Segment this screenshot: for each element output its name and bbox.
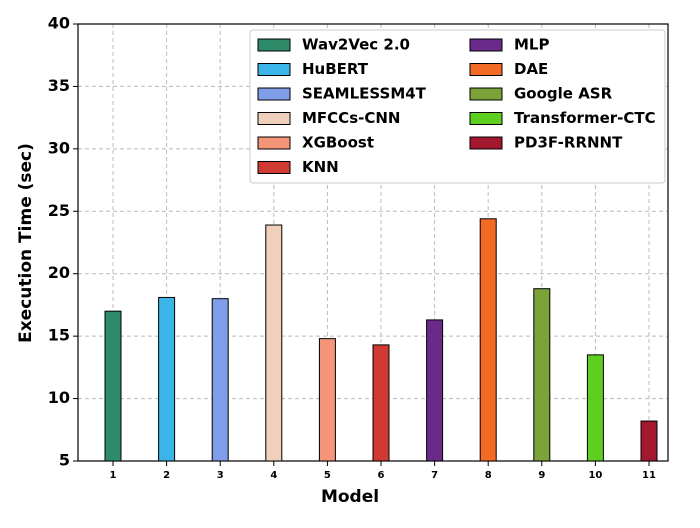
- legend-label: HuBERT: [302, 60, 369, 78]
- legend-swatch: [257, 87, 291, 101]
- legend-label: DAE: [514, 60, 548, 78]
- bar: [318, 338, 336, 462]
- y-axis-label: Execution Time (sec): [16, 143, 36, 343]
- y-tick-label: 35: [48, 76, 70, 95]
- bar: [426, 319, 444, 462]
- y-tick-label: 20: [48, 263, 70, 282]
- legend-swatch: [469, 38, 503, 52]
- legend-label: XGBoost: [302, 134, 374, 152]
- legend-swatch: [257, 136, 291, 150]
- bar: [586, 354, 604, 462]
- legend-swatch: [257, 112, 291, 125]
- x-tick-label: 2: [163, 470, 170, 481]
- legend-label: PD3F-RRNNT: [514, 134, 623, 152]
- legend-swatch: [469, 87, 503, 101]
- legend-label: Transformer-CTC: [514, 109, 656, 127]
- x-tick-label: 6: [378, 470, 385, 481]
- y-tick-label: 10: [48, 388, 70, 407]
- bar: [104, 310, 122, 462]
- legend-swatch: [257, 63, 291, 76]
- y-tick-label: 40: [48, 14, 70, 33]
- bar: [533, 288, 551, 462]
- x-tick-label: 11: [642, 470, 656, 481]
- legend-swatch: [469, 136, 503, 150]
- x-tick-label: 3: [217, 470, 224, 481]
- y-tick-label: 25: [48, 201, 70, 220]
- bar: [265, 224, 283, 462]
- x-tick-label: 7: [431, 470, 438, 481]
- legend-swatch: [469, 63, 503, 76]
- legend-swatch: [469, 112, 503, 125]
- legend-label: KNN: [302, 158, 339, 176]
- x-tick-label: 10: [588, 470, 602, 481]
- x-tick-label: 5: [324, 470, 331, 481]
- legend-label: SEAMLESSM4T: [302, 85, 427, 103]
- legend-label: MLP: [514, 36, 549, 54]
- legend-label: Google ASR: [514, 85, 613, 103]
- x-tick-label: 1: [110, 470, 117, 481]
- bar: [158, 296, 176, 462]
- y-tick-label: 15: [48, 326, 70, 345]
- y-tick-label: 5: [59, 451, 70, 470]
- legend-swatch: [257, 38, 291, 52]
- legend-label: MFCCs-CNN: [302, 109, 400, 127]
- legend-box: [249, 29, 666, 184]
- bar: [211, 298, 229, 462]
- bar: [479, 218, 497, 462]
- legend-swatch: [257, 161, 291, 174]
- legend-label: Wav2Vec 2.0: [302, 36, 410, 54]
- bar: [372, 344, 390, 462]
- y-tick-label: 30: [48, 138, 70, 157]
- x-tick-label: 9: [538, 470, 545, 481]
- x-tick-label: 4: [270, 470, 277, 481]
- x-axis-label: Model: [321, 487, 379, 507]
- x-tick-label: 8: [485, 470, 492, 481]
- bar: [640, 420, 658, 462]
